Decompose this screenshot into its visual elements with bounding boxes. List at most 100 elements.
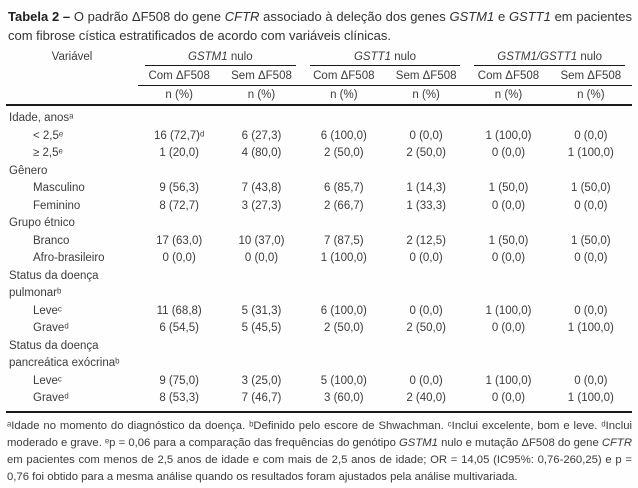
cell: 0 (0,0) [409,374,443,387]
cell: 0 (0,0) [491,147,526,159]
row-label: Masculino [33,182,85,194]
cell: 7 (43,8) [241,182,282,194]
empty-cells [138,163,632,181]
table-section-row: Gênero [6,163,632,181]
cell: 2 (50,0) [324,322,364,334]
table-row: ≥ 2,5ᵉ 1 (20,0) 4 (80,0) 2 (50,0) 2 (50,… [6,145,632,163]
cell: 9 (75,0) [159,374,199,387]
cell: 0 (0,0) [491,199,526,212]
cell: 0 (0,0) [574,304,608,317]
cell: 1 (100,0) [567,322,614,334]
group-suffix: nulo [391,51,416,63]
table-section-row: Idade, anosᵃ [6,105,632,128]
cell: 6 (27,3) [241,129,282,142]
cell: 1 (50,0) [571,234,611,247]
subheader-com-df508: Com ΔF508 [467,66,550,86]
footnote-text: ᵃIdade no momento do diagnóstico da doen… [7,419,632,449]
gene-name-gstm1-gstt1: GSTM1/GSTT1 [497,51,578,63]
section-label-idade: Idade, anosᵃ [9,112,74,124]
cell: 6 (85,7) [324,182,364,194]
gene-name-gstm1: GSTM1 [399,436,438,449]
cell: 0 (0,0) [574,199,608,212]
cell: 7 (87,5) [324,234,364,247]
subheader-sem-df508: Sem ΔF508 [384,66,468,86]
cell: 1 (100,0) [485,374,532,387]
table-section-row: Status da doença pancreática exócrinaᵇ [6,338,632,373]
gene-name-gstm1: GSTM1 [188,51,228,63]
table-row: Leveᶜ 9 (75,0) 3 (25,0) 5 (100,0) 0 (0,0… [6,373,632,391]
table-title: Tabela 2 – O padrão ΔF508 do gene CFTR a… [8,7,632,45]
cell: 10 (37,0) [238,234,285,247]
cell: 1 (20,0) [159,147,199,159]
group-header-gstm1-gstt1-nulo: GSTM1/GSTT1 nulo [467,50,632,66]
cell: 0 (0,0) [409,252,443,264]
cell: 1 (50,0) [488,234,529,247]
empty-cells [138,268,632,303]
cell: 11 (68,8) [156,304,202,317]
unit-label: n (%) [549,85,632,106]
cell: 3 (25,0) [241,374,282,387]
cell: 3 (27,3) [241,199,282,212]
row-label: Branco [33,234,70,247]
unit-label: n (%) [302,85,385,106]
cell: 0 (0,0) [491,252,526,264]
section-label-doenca-pancreatica: Status da doença pancreática exócrinaᵇ [9,339,120,370]
cell: 8 (53,3) [159,392,199,404]
section-label-grupo-etnico: Grupo étnico [9,217,75,229]
row-label: < 2,5ᵉ [33,129,64,142]
subheader-com-df508: Com ΔF508 [302,66,385,86]
gene-name-gstt1: GSTT1 [353,51,392,63]
cell: 1 (100,0) [567,147,614,159]
table-number: Tabela 2 – [8,9,71,24]
footnote-text: nulo e mutação ΔF508 do gene [437,436,602,449]
table-row: Afro-brasileiro 0 (0,0) 0 (0,0) 1 (100,0… [6,250,632,268]
group-header-gstt1-nulo: GSTT1 nulo [303,50,468,66]
title-text: em pacientes com fibrose cística estrati… [8,9,632,43]
cell: 2 (50,0) [406,322,446,334]
cell: 6 (100,0) [320,304,367,317]
cell: 0 (0,0) [244,252,279,264]
cell: 1 (100,0) [485,129,532,142]
cell: 1 (50,0) [488,182,529,194]
variable-column-header: Variável [6,50,138,106]
data-table: Variável GSTM1 nulo GSTT1 nulo GSTM1/GST… [6,50,632,413]
cell: 0 (0,0) [574,129,608,142]
cell: 16 (72,7)ᵈ [153,129,205,142]
group-suffix: nulo [577,51,603,63]
unit-row: n (%) n (%) n (%) n (%) n (%) n (%) [6,85,632,106]
cell: 1 (50,0) [571,182,611,194]
empty-cells [138,338,632,373]
table-row: Feminino 8 (72,7) 3 (27,3) 2 (66,7) 1 (3… [6,198,632,216]
subheader-sem-df508: Sem ΔF508 [549,66,632,86]
cell: 2 (66,7) [324,199,364,212]
cell: 4 (80,0) [241,147,282,159]
row-label: Feminino [33,199,81,212]
group-header-gstm1-nulo: GSTM1 nulo [138,50,303,66]
gene-name-gstm1: GSTM1 [449,9,495,24]
empty-cells [138,105,632,128]
cell: 0 (0,0) [574,374,608,387]
title-text: associado à deleção dos genes [259,9,450,24]
cell: 8 (72,7) [159,199,199,212]
group-header-row: Variável GSTM1 nulo GSTT1 nulo GSTM1/GST… [6,50,632,106]
section-label-doenca-pulmonar: Status da doença pulmonarᵇ [9,269,99,300]
table-row: Branco 17 (63,0) 10 (37,0) 7 (87,5) 2 (1… [6,233,632,251]
title-text: e [494,9,509,24]
unit-label: n (%) [467,85,550,106]
cell: 1 (100,0) [320,252,367,264]
table-section-row: Grupo étnico [6,215,632,233]
cell: 7 (46,7) [241,392,282,404]
cell: 1 (33,3) [406,199,446,212]
unit-label: n (%) [384,85,468,106]
row-label: Afro-brasileiro [33,252,105,264]
title-text: O padrão ΔF508 do gene [70,9,225,24]
unit-label: n (%) [220,85,303,106]
cell: 6 (100,0) [320,129,367,142]
cell: 0 (0,0) [574,252,608,264]
subheader-row: Com ΔF508 Sem ΔF508 Com ΔF508 Sem ΔF508 … [6,66,632,86]
table-section-row: Status da doença pulmonarᵇ [6,268,632,303]
table-row: Masculino 9 (56,3) 7 (43,8) 6 (85,7) 1 (… [6,180,632,198]
gene-name-cftr: CFTR [224,9,260,24]
table-row: Graveᵈ 6 (54,5) 5 (45,5) 2 (50,0) 2 (50,… [6,320,632,338]
